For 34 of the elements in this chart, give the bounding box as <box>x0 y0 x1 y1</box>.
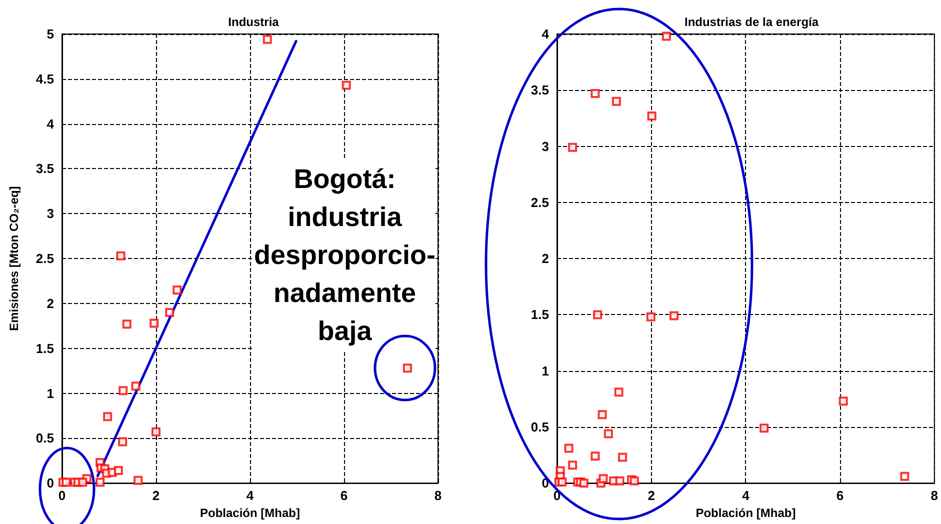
x-tick-label: 2 <box>152 488 160 504</box>
y-tick-label: 3.5 <box>530 82 549 98</box>
y-tick-label: 1.5 <box>530 307 549 322</box>
y-tick-label: 0.5 <box>36 430 54 446</box>
y-tick-label: 4.5 <box>36 71 54 86</box>
y-tick-label: 1 <box>542 363 549 378</box>
chart-title: Industrias de la energía <box>684 15 819 29</box>
y-tick-label: 3 <box>46 206 54 222</box>
x-tick-label: 4 <box>742 488 750 504</box>
y-tick-label: 2 <box>542 251 549 266</box>
x-tick-label: 4 <box>246 488 254 504</box>
x-axis-title: Población [Mhab] <box>200 506 300 520</box>
x-tick-label: 6 <box>836 488 844 504</box>
y-tick-label: 0.5 <box>530 419 549 434</box>
x-tick-label: 8 <box>434 488 442 504</box>
y-tick-label: 2.5 <box>36 251 54 266</box>
x-tick-label: 6 <box>340 488 348 504</box>
x-tick-label: 2 <box>648 488 655 504</box>
x-axis-title: Población [Mhab] <box>696 506 796 520</box>
y-tick-label: 3.5 <box>36 161 54 176</box>
y-tick-label: 1.5 <box>36 340 54 356</box>
y-tick-label: 5 <box>46 26 54 42</box>
y-tick-label: 3 <box>542 138 549 154</box>
y-tick-label: 0 <box>46 476 54 491</box>
x-tick-label: 0 <box>58 488 66 504</box>
x-tick-label: 8 <box>930 488 938 504</box>
y-tick-label: 4 <box>542 26 550 42</box>
y-axis-title: Emisiones [Mton CO₂-eq] <box>7 186 21 331</box>
y-tick-label: 2.5 <box>530 194 549 210</box>
annotation: Bogotá: industria desproporcio- nadamente baja <box>254 164 436 346</box>
y-tick-label: 1 <box>46 386 54 401</box>
chart-title: Industria <box>228 15 280 29</box>
y-tick-label: 2 <box>46 296 54 311</box>
y-tick-label: 4 <box>46 116 55 132</box>
